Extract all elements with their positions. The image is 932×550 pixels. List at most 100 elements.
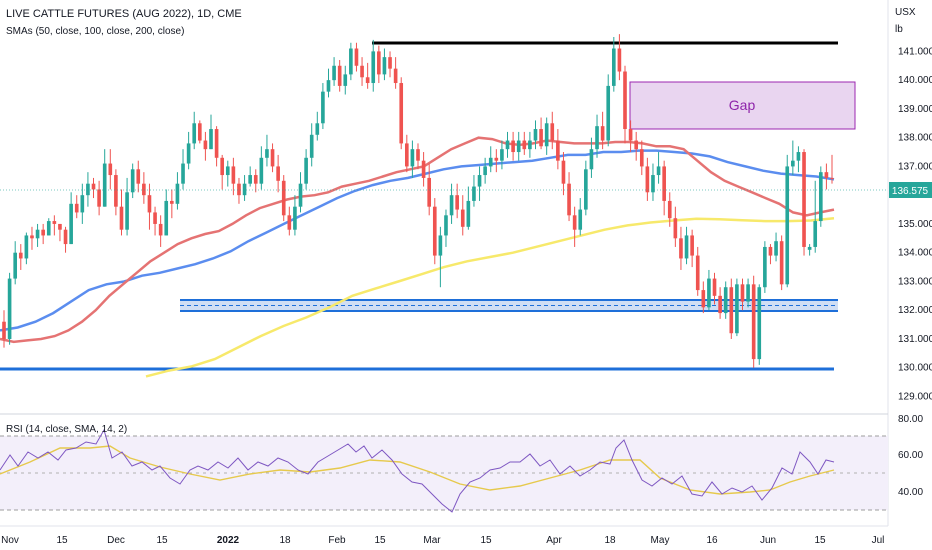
candle-up[interactable] xyxy=(298,183,303,207)
candle-down[interactable] xyxy=(197,123,202,141)
candle-down[interactable] xyxy=(634,140,639,150)
candle-up[interactable] xyxy=(242,183,247,196)
candle-up[interactable] xyxy=(606,85,611,141)
candle-down[interactable] xyxy=(690,235,694,256)
candle-down[interactable] xyxy=(158,223,163,236)
candle-down[interactable] xyxy=(824,172,829,178)
candle-up[interactable] xyxy=(46,221,51,236)
candle-down[interactable] xyxy=(404,143,409,167)
candle-up[interactable] xyxy=(309,134,314,158)
candle-up[interactable] xyxy=(175,183,180,204)
candle-up[interactable] xyxy=(533,129,538,141)
candle-down[interactable] xyxy=(393,68,398,84)
candle-up[interactable] xyxy=(757,287,762,360)
candle-down[interactable] xyxy=(30,235,34,239)
candle-down[interactable] xyxy=(91,183,96,190)
candle-down[interactable] xyxy=(237,183,241,196)
candle-down[interactable] xyxy=(511,140,515,153)
candle-down[interactable] xyxy=(377,51,381,75)
candle-up[interactable] xyxy=(69,203,73,245)
candle-up[interactable] xyxy=(818,172,823,222)
candle-up[interactable] xyxy=(791,160,795,167)
candle-up[interactable] xyxy=(735,284,739,334)
candle-down[interactable] xyxy=(673,218,678,239)
candle-down[interactable] xyxy=(768,246,773,256)
candle-down[interactable] xyxy=(63,229,68,245)
candle-down[interactable] xyxy=(58,223,62,230)
candle-down[interactable] xyxy=(281,180,286,216)
candle-down[interactable] xyxy=(572,215,577,230)
candle-down[interactable] xyxy=(701,290,706,308)
candle-down[interactable] xyxy=(695,255,700,291)
candle-up[interactable] xyxy=(466,200,471,227)
candle-down[interactable] xyxy=(662,166,666,201)
candle-up[interactable] xyxy=(584,169,588,210)
candle-up[interactable] xyxy=(611,48,616,86)
candle-up[interactable] xyxy=(785,166,790,285)
candle-up[interactable] xyxy=(516,140,521,153)
candle-up[interactable] xyxy=(595,126,599,150)
candle-up[interactable] xyxy=(651,175,655,193)
candle-down[interactable] xyxy=(203,140,208,150)
candle-up[interactable] xyxy=(774,241,778,256)
candle-up[interactable] xyxy=(35,229,40,239)
candle-up[interactable] xyxy=(382,57,387,75)
candle-up[interactable] xyxy=(500,149,504,161)
candle-up[interactable] xyxy=(186,143,191,164)
candle-down[interactable] xyxy=(41,229,45,236)
candle-up[interactable] xyxy=(7,278,12,339)
candle-down[interactable] xyxy=(416,149,420,161)
candle-up[interactable] xyxy=(24,235,29,259)
candle-up[interactable] xyxy=(265,149,269,158)
candle-down[interactable] xyxy=(220,157,225,176)
candle-up[interactable] xyxy=(578,209,583,230)
candle-down[interactable] xyxy=(623,71,627,130)
candle-down[interactable] xyxy=(108,163,113,176)
candle-up[interactable] xyxy=(371,51,376,84)
candle-up[interactable] xyxy=(410,149,415,167)
candle-down[interactable] xyxy=(494,157,499,161)
candle-down[interactable] xyxy=(214,129,219,158)
candle-up[interactable] xyxy=(248,175,252,184)
candle-up[interactable] xyxy=(796,152,801,161)
candle-up[interactable] xyxy=(225,166,230,176)
candle-down[interactable] xyxy=(147,195,152,213)
candle-down[interactable] xyxy=(550,123,555,141)
candle-up[interactable] xyxy=(209,129,213,150)
candle-down[interactable] xyxy=(153,212,157,224)
candle-down[interactable] xyxy=(740,284,745,302)
candle-down[interactable] xyxy=(718,295,722,314)
candle-up[interactable] xyxy=(483,166,487,176)
candle-down[interactable] xyxy=(639,149,644,167)
candle-down[interactable] xyxy=(561,160,566,184)
sma-200-line[interactable] xyxy=(145,216,835,378)
candle-up[interactable] xyxy=(293,206,297,230)
candle-up[interactable] xyxy=(477,175,482,187)
candle-up[interactable] xyxy=(813,221,818,247)
candle-down[interactable] xyxy=(360,65,364,78)
candle-up[interactable] xyxy=(707,278,711,308)
candle-down[interactable] xyxy=(114,175,118,207)
candle-up[interactable] xyxy=(684,235,689,259)
candle-down[interactable] xyxy=(729,287,734,334)
candle-up[interactable] xyxy=(332,65,336,81)
candle-down[interactable] xyxy=(270,149,275,167)
candle-down[interactable] xyxy=(170,200,174,204)
candle-down[interactable] xyxy=(779,241,784,285)
candle-down[interactable] xyxy=(287,215,292,230)
candle-up[interactable] xyxy=(723,287,728,314)
candle-up[interactable] xyxy=(488,157,493,167)
candle-down[interactable] xyxy=(460,209,465,227)
candle-down[interactable] xyxy=(567,183,571,216)
candle-down[interactable] xyxy=(2,321,6,339)
candle-up[interactable] xyxy=(326,80,331,92)
candle-down[interactable] xyxy=(354,48,359,66)
candle-down[interactable] xyxy=(142,183,146,196)
candle-down[interactable] xyxy=(388,57,392,69)
candle-down[interactable] xyxy=(539,129,543,147)
candle-down[interactable] xyxy=(802,152,806,247)
candle-down[interactable] xyxy=(556,140,560,161)
candle-down[interactable] xyxy=(432,206,437,256)
candle-down[interactable] xyxy=(522,140,527,150)
candle-up[interactable] xyxy=(315,123,320,135)
